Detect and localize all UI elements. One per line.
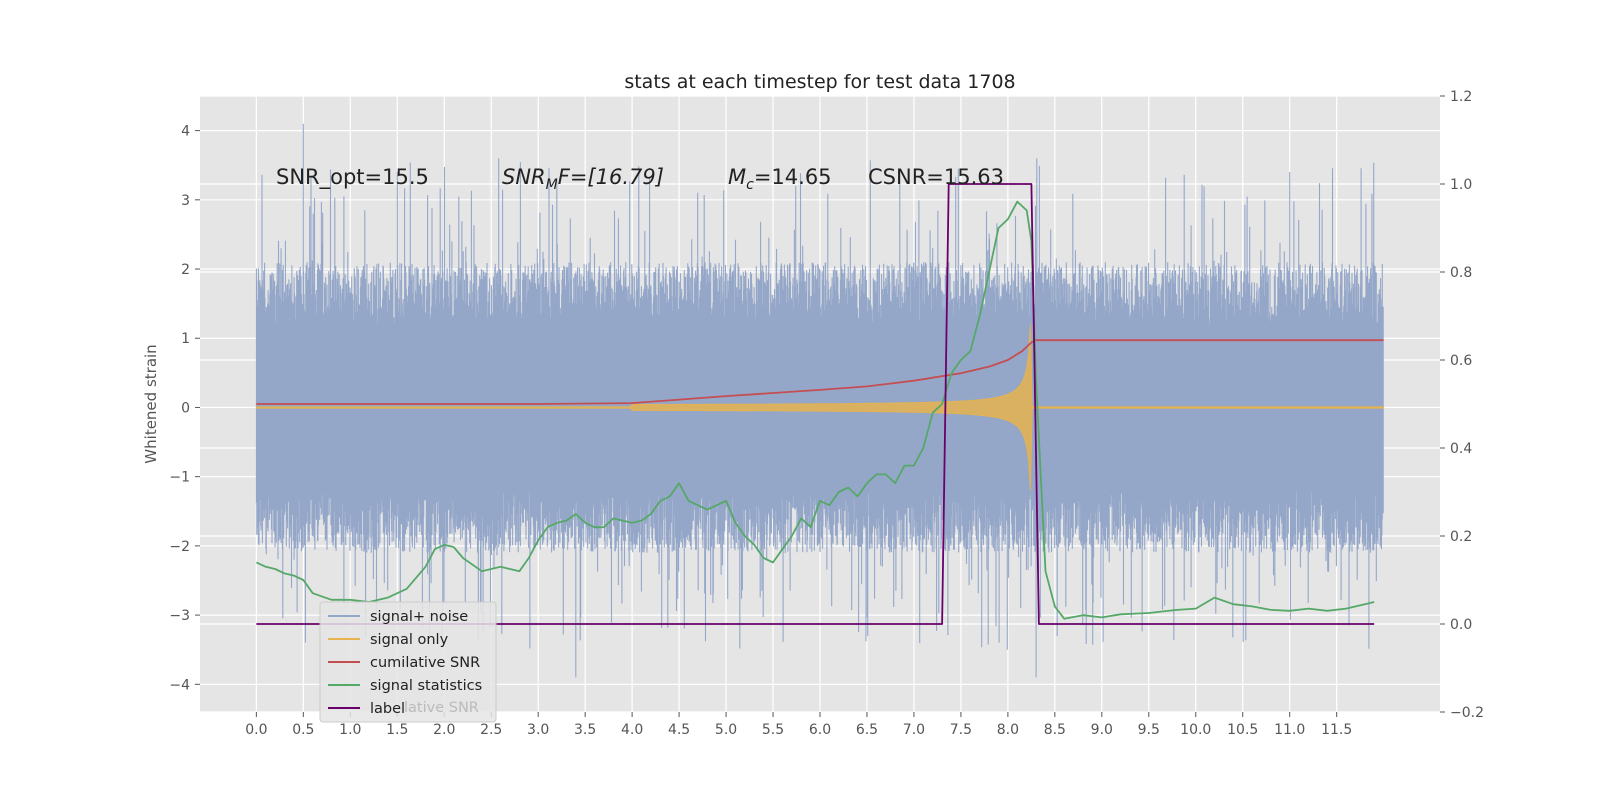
series-lines: [256, 183, 1384, 625]
label-line: [256, 183, 1375, 625]
y-tick-label: −1: [169, 470, 190, 486]
x-tick-label: 3.0: [527, 722, 549, 738]
legend-label-signal-noise: signal+ noise: [370, 609, 468, 625]
y-tick-label: −4: [169, 677, 190, 693]
y-tick-label: 3: [181, 193, 190, 209]
y2-tick-label: 0.2: [1450, 529, 1472, 545]
annotation-snr-mf: SNRMF=[16.79]: [502, 165, 664, 193]
y-tick-label: −2: [169, 539, 190, 555]
x-tick-label: 8.5: [1044, 722, 1066, 738]
y-axis-ticks: −4 −3 −2 −1 0 1 2 3 4: [169, 124, 200, 693]
y2-tick-label: 1.0: [1450, 177, 1472, 193]
y2-axis-ticks: −0.2 0.0 0.2 0.4 0.6 0.8 1.0 1.2: [1440, 89, 1484, 721]
x-tick-label: 1.0: [339, 722, 361, 738]
x-tick-label: 1.5: [386, 722, 408, 738]
annotations: SNR_opt=15.5 SNRMF=[16.79] Mc=14.65 CSNR…: [276, 165, 1004, 193]
x-tick-label: 6.0: [809, 722, 831, 738]
y-tick-label: 0: [181, 400, 190, 416]
x-tick-label: 6.5: [856, 722, 878, 738]
y2-tick-label: 0.6: [1450, 353, 1472, 369]
legend-label-signal-statistics: signal statistics: [370, 678, 482, 694]
x-axis-ticks: 0.0 0.5 1.0 1.5 2.0 2.5 3.0 3.5 4.0 4.5 5.0 5.5 6.0 6…: [245, 712, 1352, 738]
x-tick-label: 2.0: [433, 722, 455, 738]
x-tick-label: 8.0: [997, 722, 1019, 738]
y-tick-label: 4: [181, 124, 190, 140]
x-tick-label: 5.0: [715, 722, 737, 738]
y2-tick-label: −0.2: [1450, 705, 1484, 721]
x-tick-label: 5.5: [762, 722, 784, 738]
y-axis-title: Whitened strain: [142, 344, 160, 463]
legend-label-cumulative-snr: cumilative SNR: [370, 655, 480, 671]
y-tick-label: 1: [181, 331, 190, 347]
chart-title: stats at each timestep for test data 170…: [624, 71, 1015, 93]
series-signal-only: [255, 324, 1384, 491]
legend-label-label: label: [370, 701, 405, 717]
y2-tick-label: 1.2: [1450, 89, 1472, 105]
x-tick-label: 7.0: [903, 722, 925, 738]
x-tick-label: 10.0: [1180, 722, 1211, 738]
x-tick-label: 0.0: [245, 722, 267, 738]
legend-ghost-text: lative SNR: [404, 700, 479, 716]
legend-box: [319, 601, 497, 723]
cumulative-snr-line: [256, 339, 1384, 405]
y-tick-label: −3: [169, 608, 190, 624]
legend-label-signal-only: signal only: [370, 632, 449, 648]
x-tick-label: 9.5: [1138, 722, 1160, 738]
signal-statistics-line: [256, 200, 1375, 620]
y2-tick-label: 0.8: [1450, 265, 1472, 281]
x-tick-label: 11.0: [1274, 722, 1305, 738]
x-tick-label: 9.0: [1091, 722, 1113, 738]
x-tick-label: 11.5: [1321, 722, 1352, 738]
x-tick-label: 10.5: [1227, 722, 1258, 738]
y2-tick-label: 0.0: [1450, 617, 1472, 633]
x-tick-label: 3.5: [574, 722, 596, 738]
x-tick-label: 4.0: [621, 722, 643, 738]
x-tick-label: 0.5: [292, 722, 314, 738]
y2-tick-label: 0.4: [1450, 441, 1472, 457]
annotation-csnr: CSNR=15.63: [868, 165, 1004, 189]
x-tick-label: 2.5: [480, 722, 502, 738]
y-tick-label: 2: [181, 262, 190, 278]
x-tick-label: 7.5: [950, 722, 972, 738]
annotation-snr-opt: SNR_opt=15.5: [276, 165, 429, 190]
x-tick-label: 4.5: [668, 722, 690, 738]
legend: lative SNR signal+ noise signal only cum…: [319, 601, 497, 723]
annotation-mc: Mc=14.65: [728, 165, 832, 193]
